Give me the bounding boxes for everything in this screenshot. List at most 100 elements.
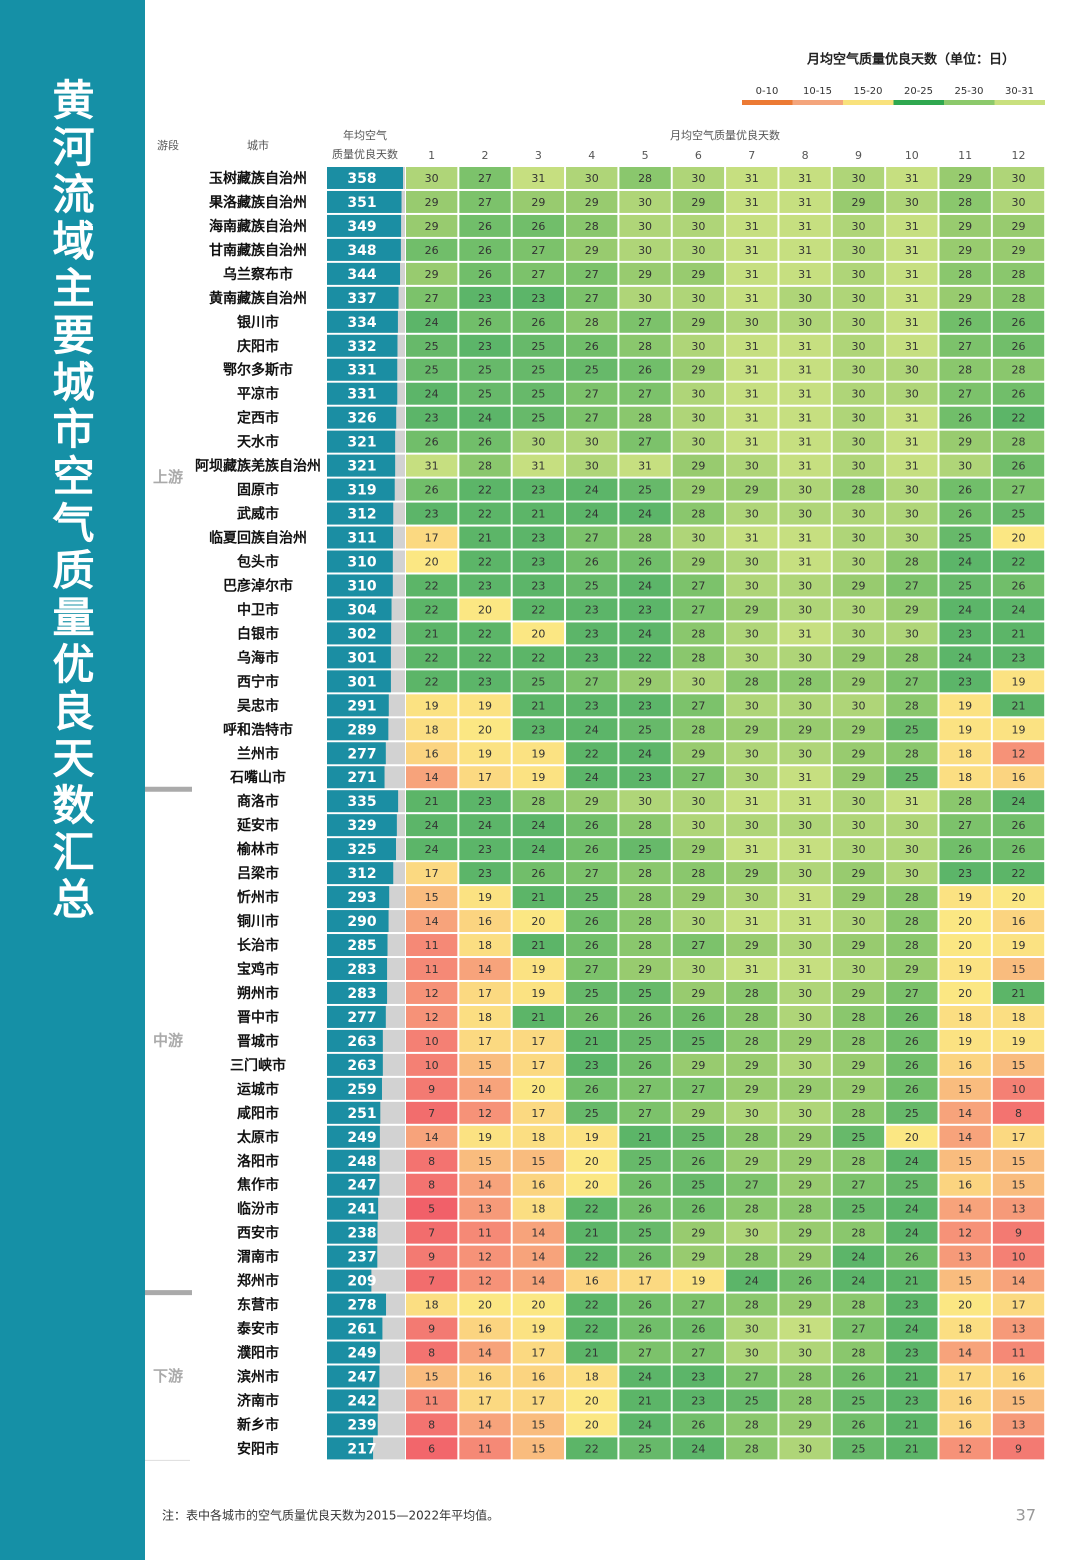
annual-bar bbox=[327, 1293, 387, 1316]
month-cell bbox=[459, 1245, 511, 1268]
month-cell bbox=[406, 981, 458, 1004]
annual-value: 293 bbox=[347, 890, 376, 906]
month-value: 15 bbox=[478, 1155, 492, 1168]
month-cell bbox=[726, 190, 778, 213]
month-cell bbox=[672, 1245, 725, 1268]
month-cell bbox=[832, 790, 885, 813]
month-value: 9 bbox=[1015, 1442, 1022, 1455]
annual-bar bbox=[327, 694, 389, 717]
month-cell bbox=[832, 718, 885, 741]
month-value: 16 bbox=[478, 1370, 492, 1383]
month-value: 23 bbox=[478, 292, 492, 305]
month-cell bbox=[459, 1221, 511, 1244]
month-value: 22 bbox=[585, 747, 599, 760]
month-cell bbox=[992, 1389, 1045, 1412]
month-value: 26 bbox=[691, 1203, 705, 1216]
month-cell bbox=[779, 1029, 831, 1052]
month-cell bbox=[992, 862, 1045, 885]
month-cell bbox=[672, 814, 725, 837]
month-cell bbox=[726, 1341, 778, 1364]
month-cell bbox=[992, 406, 1045, 429]
month-cell bbox=[672, 838, 725, 861]
month-value: 30 bbox=[905, 508, 919, 521]
month-value: 30 bbox=[745, 556, 759, 569]
month-cell bbox=[672, 1341, 725, 1364]
month-value: 30 bbox=[798, 1107, 812, 1120]
city-name: 滨州市 bbox=[237, 1368, 279, 1385]
month-value: 15 bbox=[425, 891, 439, 904]
month-cell bbox=[459, 981, 511, 1004]
month-cell bbox=[886, 958, 938, 980]
month-value: 30 bbox=[905, 867, 919, 880]
month-value: 26 bbox=[1012, 316, 1026, 329]
month-cell bbox=[939, 1005, 991, 1028]
month-cell bbox=[406, 1101, 458, 1124]
month-value: 23 bbox=[531, 292, 545, 305]
month-cell bbox=[939, 550, 991, 573]
annual-bar bbox=[327, 502, 394, 525]
month-cell bbox=[619, 910, 671, 933]
month-cell bbox=[406, 1173, 458, 1196]
month-value: 30 bbox=[851, 268, 865, 281]
annual-bar bbox=[327, 167, 403, 189]
month-cell bbox=[512, 790, 565, 813]
month-value: 28 bbox=[1012, 268, 1026, 281]
month-value: 12 bbox=[478, 1251, 492, 1264]
month-cell bbox=[406, 262, 458, 285]
month-value: 29 bbox=[798, 1227, 812, 1240]
month-cell bbox=[512, 598, 565, 621]
month-cell bbox=[886, 670, 938, 693]
month-cell bbox=[832, 1101, 885, 1124]
month-cell bbox=[939, 694, 991, 717]
month-value: 25 bbox=[905, 1107, 919, 1120]
month-cell bbox=[566, 718, 618, 741]
month-cell bbox=[992, 838, 1045, 861]
month-cell bbox=[726, 310, 778, 333]
month-cell bbox=[619, 1125, 671, 1148]
month-cell bbox=[726, 478, 778, 501]
month-cell bbox=[886, 1317, 938, 1340]
month-value: 26 bbox=[638, 364, 652, 377]
month-value: 17 bbox=[531, 1035, 545, 1048]
month-cell bbox=[459, 910, 511, 933]
annual-bar bbox=[327, 1173, 380, 1196]
month-cell bbox=[406, 1293, 458, 1316]
month-cell bbox=[512, 238, 565, 261]
month-cell bbox=[406, 838, 458, 861]
month-value: 25 bbox=[691, 1179, 705, 1192]
month-value: 28 bbox=[638, 915, 652, 928]
month-cell bbox=[886, 502, 938, 525]
month-cell bbox=[779, 1173, 831, 1196]
month-cell bbox=[512, 1005, 565, 1028]
month-value: 18 bbox=[425, 723, 439, 736]
month-cell bbox=[779, 1365, 831, 1388]
month-value: 14 bbox=[531, 1275, 545, 1288]
month-value: 29 bbox=[851, 1059, 865, 1072]
month-value: 25 bbox=[638, 723, 652, 736]
month-value: 21 bbox=[478, 532, 492, 545]
month-cell bbox=[672, 167, 725, 189]
month-value: 30 bbox=[798, 1347, 812, 1360]
annual-value: 283 bbox=[347, 986, 376, 1002]
month-value: 22 bbox=[425, 579, 439, 592]
month-value: 31 bbox=[905, 244, 919, 257]
month-cell bbox=[619, 958, 671, 980]
month-value: 20 bbox=[585, 1418, 599, 1431]
month-cell bbox=[619, 238, 671, 261]
month-cell bbox=[459, 406, 511, 429]
month-value: 29 bbox=[425, 196, 439, 209]
month-cell bbox=[406, 1413, 458, 1436]
annual-value: 271 bbox=[347, 770, 376, 786]
month-cell bbox=[512, 334, 565, 357]
annual-bar bbox=[327, 1389, 379, 1412]
month-value: 17 bbox=[531, 1059, 545, 1072]
month-value: 14 bbox=[531, 1251, 545, 1264]
month-cell bbox=[779, 358, 831, 381]
month-value: 28 bbox=[798, 675, 812, 688]
month-cell bbox=[512, 358, 565, 381]
month-cell bbox=[619, 1029, 671, 1052]
month-cell bbox=[512, 958, 565, 980]
annual-bar bbox=[327, 1197, 379, 1220]
month-value: 28 bbox=[638, 819, 652, 832]
month-cell bbox=[992, 622, 1045, 645]
